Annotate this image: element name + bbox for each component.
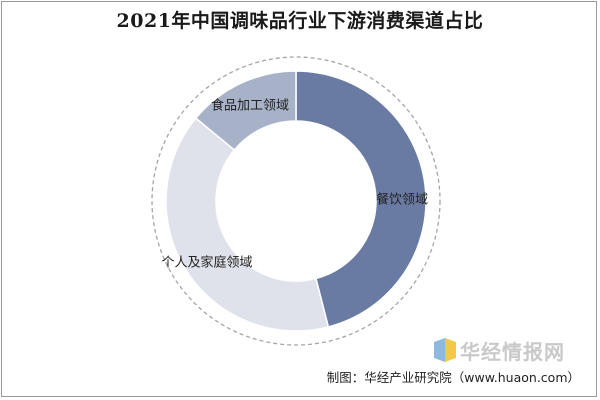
chart-title: 2021年中国调味品行业下游消费渠道占比 xyxy=(116,10,484,32)
segment-household xyxy=(165,117,330,332)
source-credit: 制图：华经产业研究院（www.huaon.com） xyxy=(326,370,580,385)
segment-catering xyxy=(295,70,427,328)
dashed-outer-ring xyxy=(151,56,441,346)
watermark: 华经情报网 xyxy=(432,334,592,366)
segment-food-processing xyxy=(194,70,297,152)
label-household: 个人及家庭领域 xyxy=(161,255,252,271)
label-food-processing: 食品加工领域 xyxy=(211,98,289,114)
label-catering: 餐饮领域 xyxy=(376,192,428,208)
watermark-text: 华经情报网 xyxy=(460,340,565,364)
huajing-logo-icon xyxy=(434,338,456,362)
